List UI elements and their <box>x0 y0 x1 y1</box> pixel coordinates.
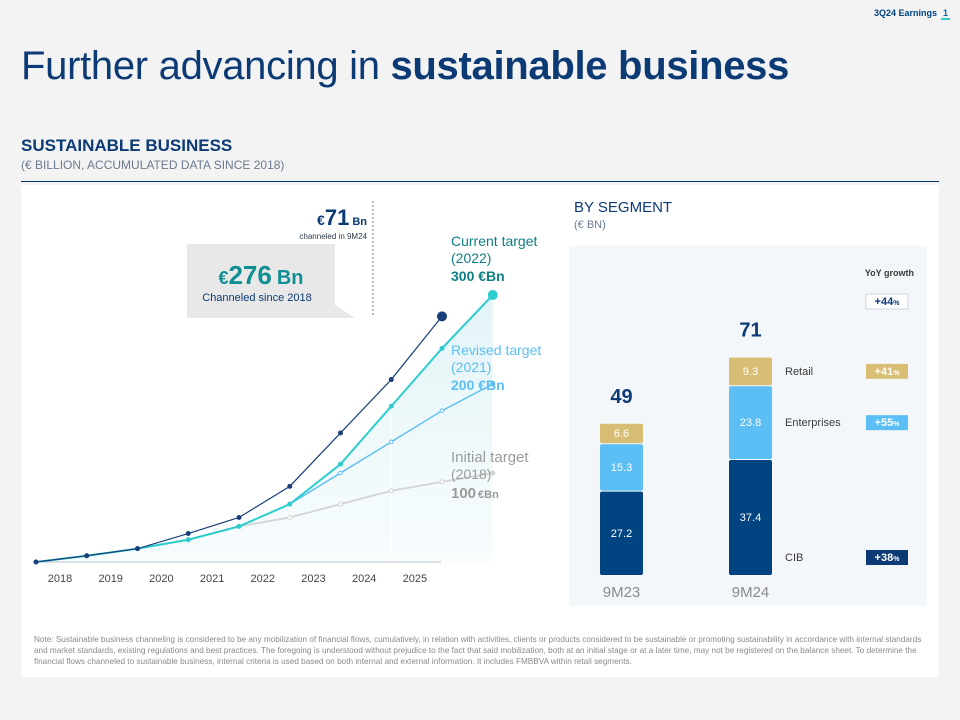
x-tick-label: 2019 <box>98 573 122 585</box>
total-callout-value: €276 Bn <box>218 260 303 290</box>
yoy-badge-bg <box>866 363 908 379</box>
initial-target-label: Initial target (2018) 100 €Bn <box>451 449 529 502</box>
yoy-badge-value: +55% <box>875 417 901 429</box>
bar-value-label: 37.4 <box>740 512 761 524</box>
title-normal: Further advancing in <box>21 44 391 88</box>
series-point-channeled <box>287 483 293 489</box>
title-bold: sustainable business <box>390 44 790 88</box>
section-divider <box>21 181 939 182</box>
x-tick-label: 2022 <box>251 573 275 585</box>
bar-total-label: 71 <box>739 319 761 341</box>
report-label: 3Q24 Earnings <box>873 8 937 18</box>
series-point-channeled <box>185 531 191 537</box>
segment-subtitle: (€ BN) <box>574 219 606 231</box>
x-tick-label: 2021 <box>200 573 224 585</box>
series-point-channeled <box>33 559 39 565</box>
series-point-current-target-2022 <box>388 403 394 409</box>
revised-target-line2: (2021) <box>451 359 491 375</box>
series-point-initial-target-2018 <box>338 501 343 507</box>
series-point-channeled <box>388 377 394 383</box>
section-title: SUSTAINABLE BUSINESS <box>21 136 233 155</box>
page-number: 1 <box>940 8 950 20</box>
segment-name-label: Retail <box>785 366 813 378</box>
segment-name-label: Enterprises <box>785 417 841 429</box>
area-fill <box>36 295 493 562</box>
bar-value-label: 6.6 <box>614 428 629 440</box>
series-point-revised-target-2021 <box>439 408 445 413</box>
page-header: 3Q24 Earnings 1 <box>873 8 950 20</box>
ytd-callout-value: €71 Bn <box>317 205 367 230</box>
series-point-initial-target-2018 <box>287 515 293 520</box>
charts-canvas: 2018 2019 2020 2021 2022 2023 2024 2025 €71 Bn c… <box>33 199 927 606</box>
yoy-badge-bg <box>866 550 908 565</box>
bar-segment-enterprises <box>729 386 772 460</box>
section-subtitle: (€ BILLION, ACCUMULATED DATA SINCE 2018) <box>21 158 285 172</box>
series-point-initial-target-2018 <box>439 479 445 485</box>
series-point-current-target-2022 <box>439 345 445 351</box>
x-tick-label: 2020 <box>149 573 173 585</box>
yoy-total-badge-bg <box>865 293 909 310</box>
bar-value-label: 15.3 <box>611 462 632 474</box>
yoy-badge-value: +38% <box>875 552 901 564</box>
series-point-current-target-2022 <box>236 523 242 529</box>
bar-segment-cib <box>600 491 643 575</box>
yoy-total-badge-value: +44% <box>875 296 901 308</box>
revised-target-line1: Revised target <box>451 342 541 358</box>
content-panel: 2018 2019 2020 2021 2022 2023 2024 2025 €71 Bn c… <box>21 185 939 677</box>
line-chart: 2018 2019 2020 2021 2022 2023 2024 2025 <box>33 290 595 585</box>
series-point-revised-target-2021 <box>388 439 394 445</box>
series-point-initial-target-2018 <box>490 470 496 476</box>
total-callout-box <box>187 244 355 318</box>
x-tick-label: 2018 <box>48 573 72 585</box>
current-target-value: 300 €Bn <box>451 268 505 284</box>
x-tick-label: 2025 <box>403 573 427 585</box>
initial-target-line1: Initial target <box>451 449 529 466</box>
revised-target-value: 200 €Bn <box>451 377 505 393</box>
bar-category-label: 9M24 <box>732 584 770 601</box>
segment-bar-chart: 27.2 15.3 6.6 49 9M23 37.4 23.8 9.3 71 9M24 CIB +38… <box>600 293 909 601</box>
segment-name-label: CIB <box>785 552 803 564</box>
initial-target-value: 100 €Bn <box>451 485 499 502</box>
yoy-growth-header: YoY growth <box>865 268 914 278</box>
series-point-revised-target-2021 <box>490 381 496 387</box>
series-lines <box>33 290 498 565</box>
x-tick-label: 2023 <box>301 573 325 585</box>
bar-segment-retail <box>600 423 643 444</box>
bar-category-label: 9M23 <box>603 584 641 601</box>
ytd-callout-note: channeled in 9M24 <box>299 232 367 241</box>
segment-title: BY SEGMENT <box>574 199 672 216</box>
footnote: Note: Sustainable business channeling is… <box>34 635 922 666</box>
series-point-channeled <box>437 311 447 322</box>
bar-total-label: 49 <box>610 386 632 408</box>
series-point-current-target-2022 <box>338 461 343 467</box>
initial-target-line2: (2018) <box>451 466 491 482</box>
bar-segment-retail <box>729 357 772 386</box>
bar-value-label: 23.8 <box>740 417 761 429</box>
series-point-initial-target-2018 <box>388 488 394 494</box>
bar-value-label: 9.3 <box>743 366 758 378</box>
page-title: Further advancing in sustainable busines… <box>21 44 789 89</box>
revised-target-label: Revised target (2021) 200 €Bn <box>451 342 541 393</box>
series-point-current-target-2022 <box>287 501 293 507</box>
bar-value-label: 27.2 <box>611 528 632 540</box>
series-point-channeled <box>236 515 242 520</box>
yoy-badge-value: +41% <box>875 366 901 378</box>
bar-segment-enterprises <box>600 444 643 491</box>
x-tick-labels: 2018 2019 2020 2021 2022 2023 2024 2025 <box>48 573 427 585</box>
series-point-current-target-2022 <box>185 537 191 543</box>
series-point-channeled <box>84 553 90 559</box>
series-point-current-target-2022 <box>487 290 498 300</box>
current-target-line1: Current target <box>451 233 537 249</box>
series-point-revised-target-2021 <box>338 470 343 476</box>
current-target-line2: (2022) <box>451 250 491 266</box>
x-tick-label: 2024 <box>352 573 376 585</box>
series-point-channeled <box>135 546 140 552</box>
series-point-channeled <box>338 430 343 436</box>
bar-segment-cib <box>729 460 772 575</box>
current-target-label: Current target (2022) 300 €Bn <box>451 233 537 284</box>
total-callout-note: Channeled since 2018 <box>202 292 311 304</box>
yoy-badge-bg <box>866 415 908 431</box>
